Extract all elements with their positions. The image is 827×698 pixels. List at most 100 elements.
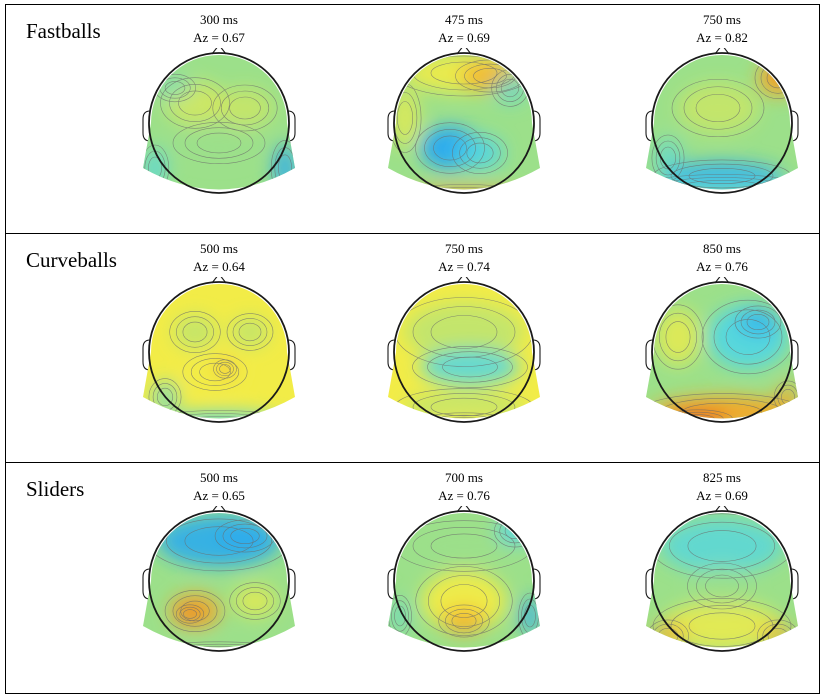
potential-field [388, 55, 540, 190]
contour-line [238, 322, 262, 342]
potential-blob [230, 316, 270, 348]
topomap-cell: 300 ms Az = 0.67 [119, 9, 319, 206]
contour-line [415, 122, 485, 174]
right-ear-shape [532, 339, 541, 371]
contour-line [219, 364, 231, 374]
potential-blob [652, 176, 792, 190]
potential-blob [442, 607, 486, 635]
contour-line [658, 312, 698, 362]
contour-line [696, 568, 748, 604]
head-outline [651, 281, 793, 423]
contour-line [441, 417, 487, 419]
topographic-map [645, 48, 799, 194]
contour-line [430, 61, 498, 85]
time-label: 750 ms [445, 241, 483, 256]
contour-line [655, 140, 681, 176]
left-ear-shape [142, 568, 151, 600]
contour-line [774, 58, 798, 82]
contour-line [713, 309, 783, 365]
contour-line [670, 163, 774, 189]
potential-blob [233, 585, 277, 617]
contour-line [183, 416, 255, 419]
topomap-cell: 850 ms Az = 0.76 [622, 238, 822, 435]
contour-line [167, 643, 271, 648]
potential-blob [173, 314, 217, 350]
head-outline [393, 510, 535, 652]
contour-line [429, 414, 499, 419]
contour-line [412, 346, 528, 389]
potential-blob [692, 566, 752, 606]
az-label: Az = 0.67 [193, 29, 245, 45]
contour-line [182, 321, 208, 343]
contour-line [196, 132, 242, 154]
panel-sliders: Sliders 500 ms Az = 0.65 700 ms Az = 0.7… [5, 462, 820, 694]
contour-line [184, 127, 254, 159]
topographic-map [645, 506, 799, 652]
contour-line [430, 315, 498, 349]
topomap-cell: 500 ms Az = 0.64 [119, 238, 319, 435]
potential-blob [660, 518, 784, 574]
contour-line [175, 604, 205, 624]
contour-line [734, 305, 782, 339]
contour-line [185, 646, 253, 648]
contour-line [424, 129, 476, 168]
contour-line [430, 397, 498, 417]
potential-blob [520, 596, 540, 636]
contour-line [143, 144, 170, 190]
time-label: 300 ms [200, 12, 238, 27]
contour-line [427, 575, 501, 627]
right-ear-shape [532, 110, 541, 142]
contour-line [663, 409, 733, 419]
contour-line [459, 137, 501, 169]
head-outline [651, 52, 793, 194]
potential-blob [178, 606, 202, 622]
potential-blob [758, 60, 798, 96]
contour-line [226, 313, 274, 351]
contour-line [683, 86, 753, 130]
contour-line [671, 78, 765, 138]
potential-blob [157, 76, 193, 100]
potential-blob [187, 356, 243, 388]
contour-line [466, 142, 494, 164]
potential-blob [390, 598, 410, 634]
contour-line [213, 359, 237, 379]
contour-line [757, 619, 798, 648]
topomap-cell: 825 ms Az = 0.69 [622, 467, 822, 664]
contour-line [412, 393, 516, 419]
topographic-map [142, 506, 296, 652]
contour-line [668, 521, 776, 571]
contour-line [500, 78, 520, 98]
contour-line [780, 64, 792, 76]
contour-line [394, 184, 534, 190]
right-ear-shape [532, 568, 541, 600]
topomap-cell: 475 ms Az = 0.69 [364, 9, 564, 206]
contour-line [175, 316, 215, 348]
contour-line [164, 413, 274, 419]
panel-label: Sliders [26, 477, 85, 501]
potential-field [143, 55, 295, 190]
contour-line [725, 319, 771, 355]
head-outline [148, 510, 290, 652]
contour-line [236, 587, 275, 615]
contour-line [672, 411, 724, 419]
contour-line [190, 358, 240, 386]
contour-line [169, 310, 221, 354]
contour-line [216, 361, 234, 377]
potential-field [143, 284, 295, 419]
contour-line [179, 606, 201, 622]
panel-curveballs: Curveballs 500 ms Az = 0.64 750 ms Az = … [5, 233, 820, 464]
potential-blob [456, 135, 504, 171]
az-label: Az = 0.69 [438, 29, 490, 45]
contour-line [430, 533, 498, 559]
contour-line [445, 608, 484, 634]
head-outline [148, 52, 290, 194]
contour-line [433, 135, 467, 161]
contour-line [220, 90, 270, 126]
potential-blob [776, 60, 796, 80]
right-ear-shape [790, 339, 799, 371]
head-outline [393, 52, 535, 194]
az-label: Az = 0.76 [438, 487, 490, 503]
az-label: Az = 0.64 [193, 258, 245, 274]
potential-blob [497, 517, 533, 545]
az-label: Az = 0.82 [696, 29, 748, 45]
